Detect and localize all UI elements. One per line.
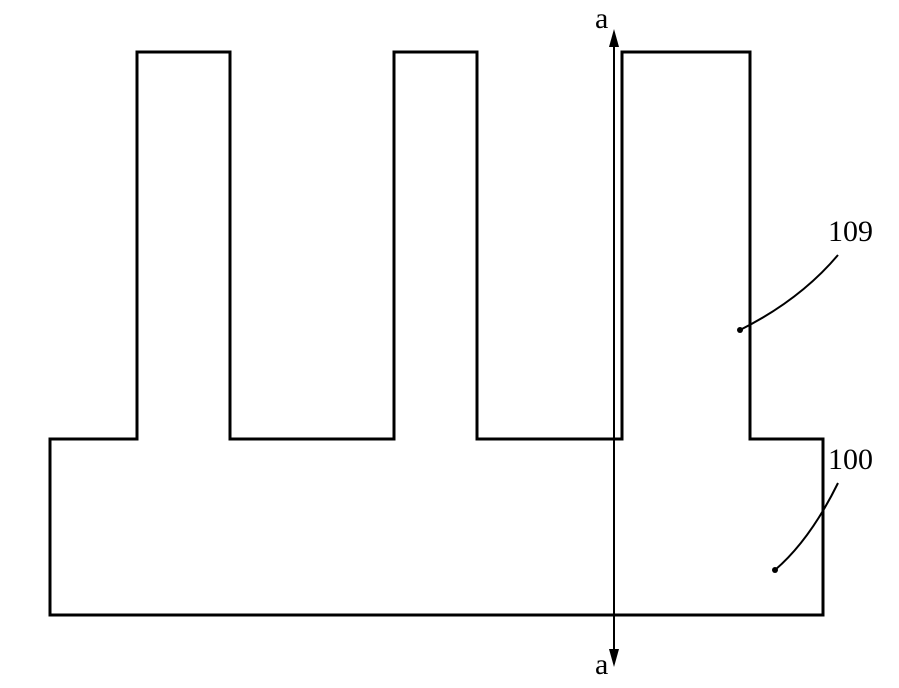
callout-leader-100 [775,483,838,570]
callout-label-100: 100 [828,443,873,477]
section-label-top: a [595,2,608,36]
technical-diagram [0,0,899,688]
callout-leader-109 [740,255,838,330]
callout-dot-109 [737,327,743,333]
callout-label-109: 109 [828,215,873,249]
callout-dot-100 [772,567,778,573]
section-label-bottom: a [595,648,608,682]
arrow-up-icon [609,29,619,47]
structure-outline [50,52,823,615]
arrow-down-icon [609,649,619,667]
